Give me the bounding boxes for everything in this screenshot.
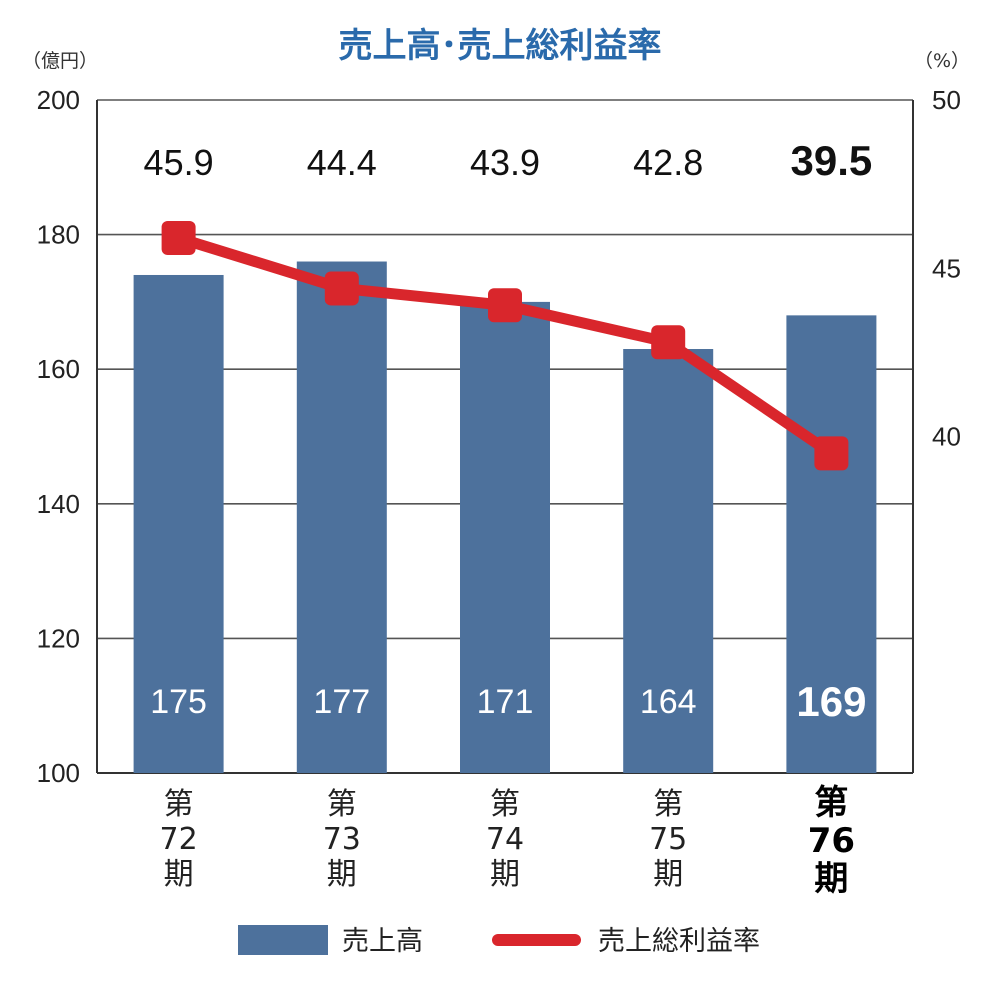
left-tick-label: 140 <box>37 489 80 519</box>
bar-3 <box>623 349 714 773</box>
category-label: 76 <box>808 821 855 861</box>
category-label: 期 <box>327 857 357 892</box>
margin-value-label: 39.5 <box>791 137 873 184</box>
right-tick-label: 45 <box>932 253 961 283</box>
right-axis-unit: （%） <box>914 50 970 72</box>
category-label: 73 <box>323 822 361 857</box>
left-tick-label: 120 <box>37 623 80 653</box>
bar-0 <box>133 274 224 773</box>
category-label: 期 <box>490 857 520 892</box>
bar-value-label: 177 <box>313 683 370 721</box>
category-label: 第 <box>490 787 520 822</box>
category-label: 第 <box>653 787 683 822</box>
left-tick-label: 100 <box>37 758 80 788</box>
right-tick-label: 40 <box>932 422 961 452</box>
bar-value-label: 169 <box>796 678 866 725</box>
right-tick-label: 50 <box>932 85 961 115</box>
bar-4 <box>786 315 877 773</box>
margin-point-4 <box>814 436 849 471</box>
legend-label-margin: 売上総利益率 <box>598 926 760 957</box>
bar-value-label: 164 <box>640 683 697 721</box>
category-label: 期 <box>814 859 848 899</box>
margin-point-0 <box>161 220 196 255</box>
margin-point-1 <box>324 271 359 306</box>
bar-2 <box>460 301 550 773</box>
bar-value-label: 175 <box>150 683 207 721</box>
margin-value-label: 43.9 <box>470 142 540 183</box>
category-label: 第 <box>327 787 357 822</box>
category-label: 期 <box>653 857 683 892</box>
left-tick-label: 200 <box>37 85 80 115</box>
category-label: 75 <box>649 822 687 857</box>
category-label: 72 <box>160 822 198 857</box>
left-tick-label: 160 <box>37 354 80 384</box>
left-tick-label: 180 <box>37 220 80 250</box>
margin-value-label: 44.4 <box>307 142 377 183</box>
bar-1 <box>296 261 387 773</box>
category-label: 第 <box>164 787 194 822</box>
bar-value-label: 171 <box>477 683 534 721</box>
category-label: 74 <box>486 822 524 857</box>
legend-swatch-bar <box>238 925 328 955</box>
category-label: 期 <box>164 857 194 892</box>
chart-title: 売上高･売上総利益率 <box>339 26 662 66</box>
left-axis-unit: （億円） <box>22 50 98 72</box>
margin-value-label: 45.9 <box>144 142 214 183</box>
margin-point-3 <box>651 325 686 360</box>
margin-point-2 <box>488 288 522 323</box>
legend-label-sales: 売上高 <box>342 926 423 957</box>
category-label: 第 <box>814 783 848 823</box>
margin-value-label: 42.8 <box>633 142 703 183</box>
